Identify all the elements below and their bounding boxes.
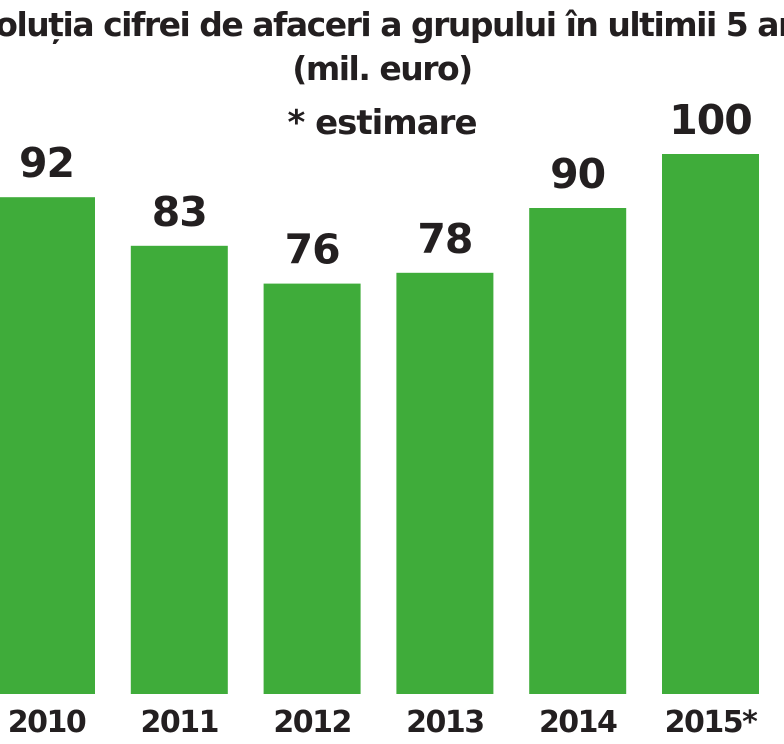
bar-2010 [0, 197, 95, 694]
value-label-2013: 78 [417, 215, 472, 263]
bar-2012 [263, 283, 361, 694]
value-label-2015: 100 [669, 96, 752, 144]
value-label-2014: 90 [550, 150, 605, 198]
chart-subtitle: (mil. euro) [292, 49, 472, 88]
tick-label-2015: 2015* [665, 705, 758, 740]
value-label-2012: 76 [285, 226, 340, 274]
value-label-2011: 83 [152, 188, 207, 236]
value-label-2010: 92 [19, 139, 74, 187]
tick-label-2012: 2012 [273, 705, 351, 740]
bar-2014 [529, 208, 627, 694]
value-labels-group: 92 83 76 78 90 100 [19, 96, 753, 274]
x-axis-tick-labels: 2010 2011 2012 2013 2014 2015* [8, 705, 760, 740]
chart-annotation: * estimare [287, 103, 476, 143]
chart-title: Evoluția cifrei de afaceri a grupului în… [0, 5, 784, 44]
bar-2015 [662, 154, 759, 694]
tick-label-2014: 2014 [539, 705, 617, 740]
tick-label-2013: 2013 [406, 705, 484, 740]
tick-label-2010: 2010 [8, 705, 86, 740]
bars-group [0, 154, 759, 695]
bar-2013 [396, 272, 494, 694]
tick-label-2011: 2011 [141, 705, 219, 740]
bar-2011 [130, 245, 228, 695]
